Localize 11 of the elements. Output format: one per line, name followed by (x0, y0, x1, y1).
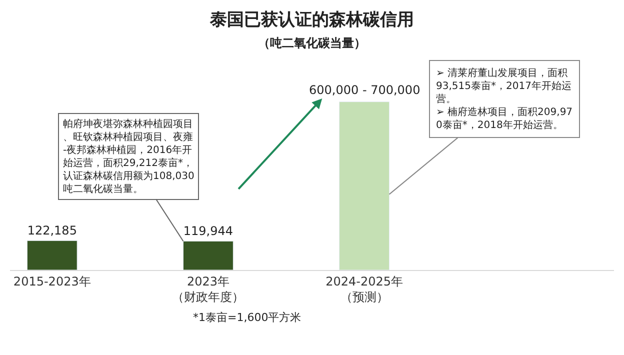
annotation: ➢ 清莱府董山发展项目，面积93,515泰亩*，2017年开始运营。 ➢ 楠府造林项目，面积209,970泰亩*，2018年开始运营。 (436, 67, 573, 131)
annotation: 帕府坤夜堪弥森林种植园项目、旺钦森林种植园项目、夜雍-夜邦森林种植园，2016年开始运营，面积29,212泰亩*，认证森林碳信用额为108,030吨二氧化碳当量。 (63, 118, 194, 195)
data-label: 122,185 (27, 224, 77, 238)
x-tick-label: 2024-2025年（预测） (326, 274, 403, 304)
x-tick-label: 2015-2023年 (13, 274, 91, 288)
data-label: 119,944 (183, 224, 234, 238)
annotation: 600,000 - 700,000 (309, 83, 420, 97)
chart-title: 泰国已获认证的森林碳信用 (209, 10, 414, 30)
chart-subtitle: （吨二氧化碳当量） (258, 36, 366, 50)
text: *1泰亩=1,600平方米 (193, 311, 302, 324)
x-tick-label: 2023年（财政年度） (172, 274, 244, 304)
